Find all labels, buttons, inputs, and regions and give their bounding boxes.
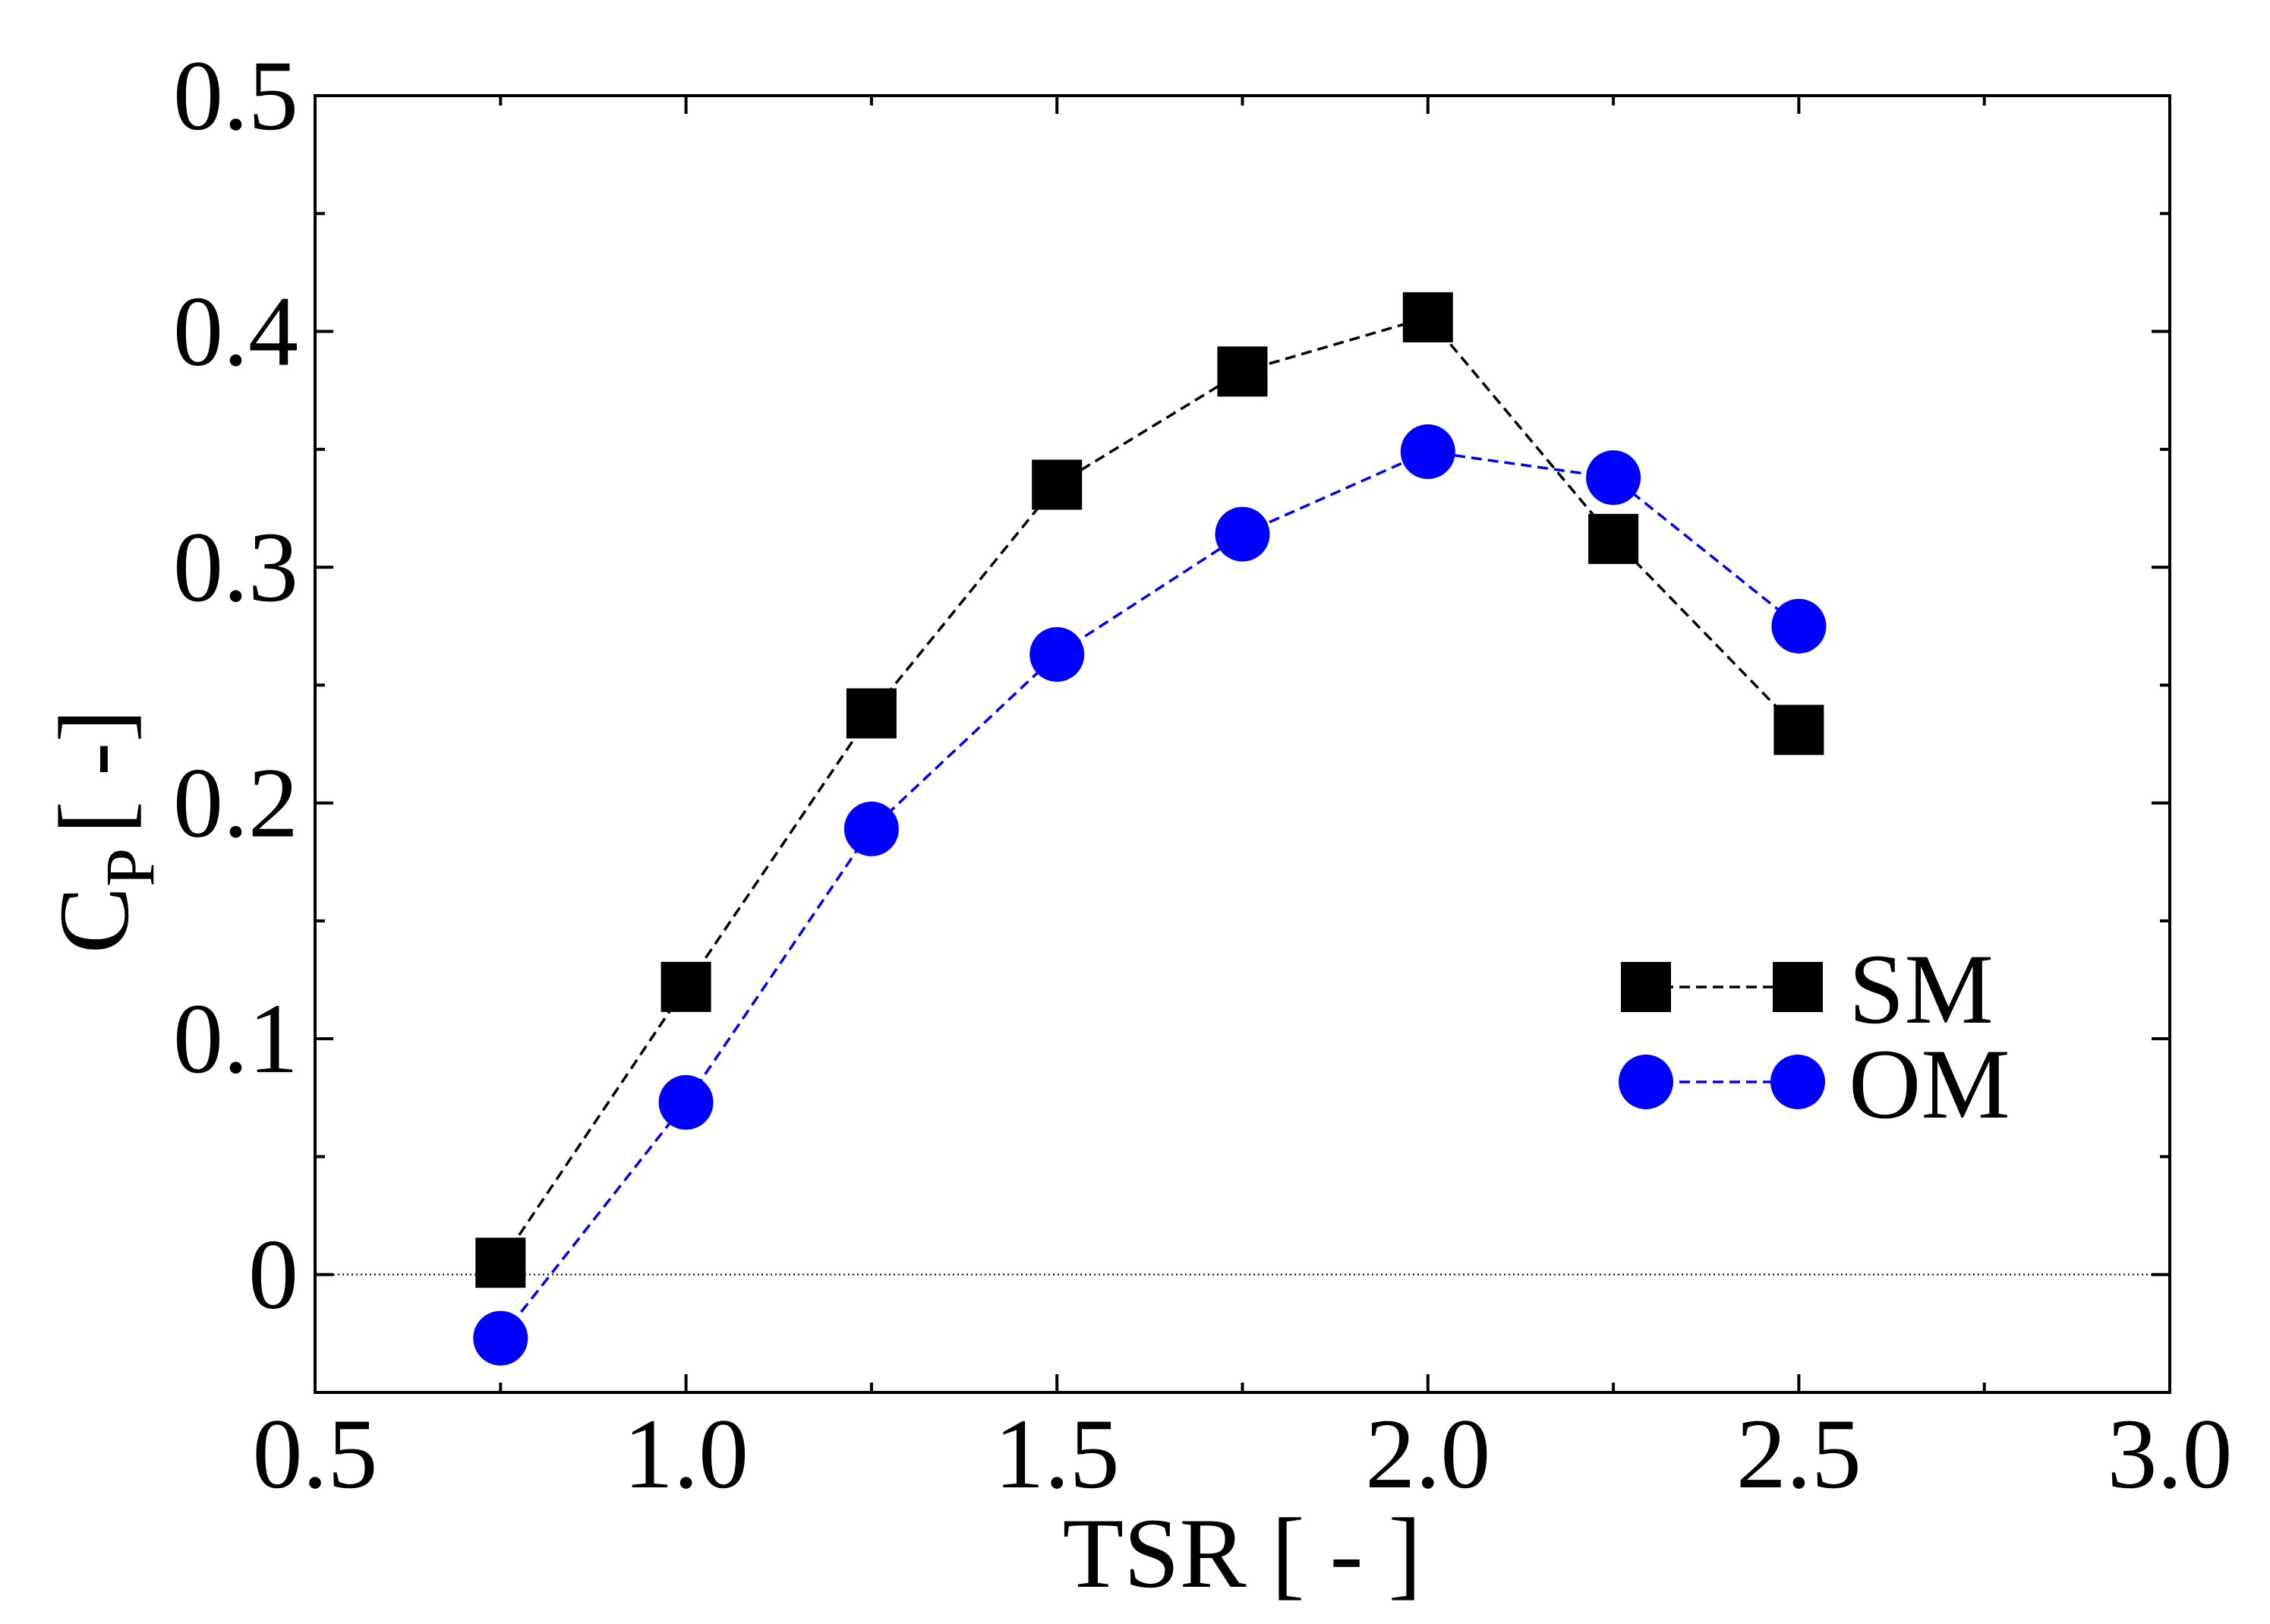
x-tick-label: 0.5 (253, 1398, 378, 1509)
legend-label-sm: SM (1849, 933, 1994, 1045)
legend-marker-om (1770, 1055, 1825, 1109)
data-point-sm (1402, 292, 1453, 342)
y-axis-title-subscript: P (91, 848, 169, 887)
y-axis-title: CP [ -] (38, 709, 169, 954)
plot-background (315, 96, 2170, 1392)
data-point-sm (1773, 705, 1824, 755)
y-tick-label: 0 (248, 1219, 298, 1330)
tick-labels-group: 0.5 1.0 1.5 2.0 2.5 3.0 0 0.1 0.2 0.3 0.4 0.5 (173, 39, 2233, 1509)
legend-marker-sm (1773, 962, 1823, 1012)
legend-marker-om (1619, 1055, 1673, 1109)
data-point-om (1029, 626, 1085, 682)
x-tick-label: 3.0 (2108, 1398, 2233, 1509)
y-tick-label: 0.3 (173, 511, 298, 623)
legend-label-om: OM (1849, 1028, 2010, 1140)
x-axis-title: TSR [ - ] (1063, 1497, 1422, 1609)
series-line-sm (499, 315, 1800, 1264)
series-om (473, 424, 1827, 1366)
ticks-group (314, 94, 2171, 1394)
x-tick-label: 1.5 (995, 1398, 1120, 1509)
series-group (473, 292, 1827, 1366)
data-point-sm (1217, 346, 1268, 397)
y-tick-label: 0.2 (173, 747, 298, 859)
plot-area (315, 96, 2170, 1392)
data-point-om (1215, 506, 1270, 562)
data-point-om (1586, 450, 1641, 506)
x-tick-label: 2.5 (1736, 1398, 1862, 1509)
data-point-om (473, 1310, 528, 1366)
y-tick-label: 0.5 (173, 39, 298, 151)
data-point-sm (1032, 459, 1083, 510)
data-point-om (1400, 424, 1455, 479)
y-axis-title-suffix: [ -] (38, 709, 150, 834)
data-point-sm (661, 961, 711, 1012)
svg-text:CP[ -]: CP [ -] (38, 709, 169, 954)
x-tick-label: 2.0 (1365, 1398, 1490, 1509)
y-tick-label: 0.4 (173, 276, 298, 387)
series-sm (475, 292, 1824, 1288)
legend-marker-sm (1621, 962, 1671, 1012)
data-point-sm (1588, 513, 1639, 564)
x-tick-label: 1.0 (623, 1398, 749, 1509)
data-point-om (658, 1075, 714, 1130)
data-point-sm (846, 688, 897, 739)
legend-item-om: OM (1619, 1028, 2010, 1140)
data-point-sm (475, 1238, 526, 1288)
data-point-om (843, 801, 899, 856)
legend-item-sm: SM (1621, 933, 1994, 1045)
y-axis-title-main: C (38, 887, 150, 954)
data-point-om (1771, 598, 1827, 654)
y-tick-label: 0.1 (173, 982, 298, 1094)
series-line-om (499, 450, 1800, 1339)
